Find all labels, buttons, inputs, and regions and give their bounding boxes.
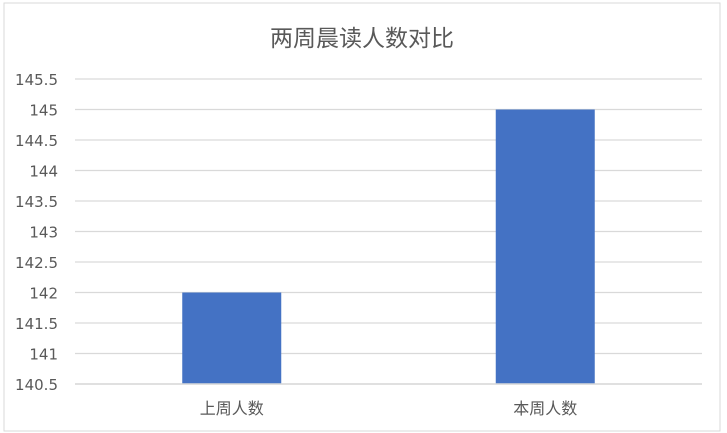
chart-title: 两周晨读人数对比 [270,26,454,52]
y-tick-label: 144.5 [15,132,58,150]
y-tick-label: 144 [29,163,58,181]
x-tick-label: 本周人数 [513,399,577,418]
y-tick-label: 141 [29,346,58,364]
y-tick-label: 143 [29,224,58,242]
y-tick-label: 140.5 [15,376,58,394]
x-tick-label: 上周人数 [200,399,264,418]
y-tick-label: 141.5 [15,315,58,333]
y-tick-label: 143.5 [15,193,58,211]
chart-border [3,2,721,432]
y-tick-label: 142 [29,285,58,303]
y-tick-label: 145.5 [15,71,58,89]
bar [495,109,595,384]
y-tick-label: 145 [29,102,58,120]
y-tick-label: 142.5 [15,254,58,272]
bar [182,292,282,384]
